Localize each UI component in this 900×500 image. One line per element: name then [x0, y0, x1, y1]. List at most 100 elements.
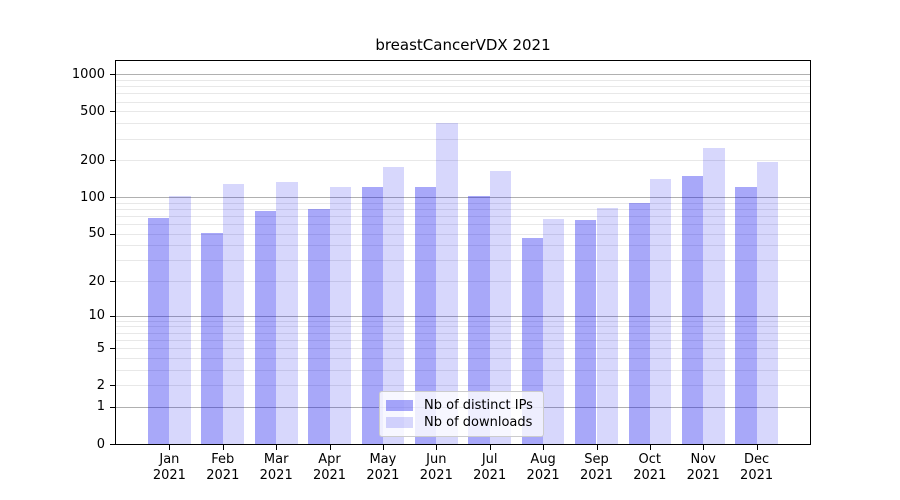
gridline-minor-500 [116, 111, 810, 113]
x-tick-month-jan: Jan [159, 452, 180, 467]
gridline-minor-200 [116, 160, 810, 162]
x-tick-label-mar: Mar 2021 [236, 452, 316, 484]
y-tick-label-0: 0 [96, 436, 105, 452]
bar-nb-of-downloads-apr [329, 187, 351, 444]
y-tick-10 [110, 315, 115, 317]
gridline-minor-5 [116, 348, 810, 350]
bar-nb-of-distinct-ips-oct [628, 202, 650, 444]
bar-nb-of-downloads-nov [703, 147, 725, 444]
gridline-minor-400 [116, 123, 810, 125]
x-tick-mar [276, 445, 278, 450]
gridline-minor-8 [116, 326, 810, 328]
legend-label-downloads: Nb of downloads [424, 415, 533, 430]
legend-item-distinct-ips: Nb of distinct IPs [386, 397, 535, 414]
bar-nb-of-downloads-jun [436, 123, 458, 444]
bar-nb-of-distinct-ips-nov [681, 175, 704, 444]
bar-nb-of-distinct-ips-jun [415, 187, 437, 444]
x-tick-year-sep: 2021 [579, 468, 614, 483]
bar-nb-of-downloads-jul [489, 170, 512, 444]
y-tick-label-2: 2 [96, 377, 105, 393]
x-tick-month-feb: Feb [211, 452, 235, 467]
gridline-minor-900 [116, 80, 810, 81]
gridline-minor-4 [116, 357, 810, 359]
gridline-major-10 [116, 315, 810, 317]
y-tick-0 [110, 444, 115, 445]
gridline-minor-20 [116, 281, 810, 283]
gridline-minor-50 [116, 233, 810, 235]
x-tick-year-feb: 2021 [206, 468, 240, 483]
gridline-minor-6 [116, 339, 810, 341]
x-tick-label-dec: Dec 2021 [717, 452, 797, 484]
legend-swatch-distinct-ips [386, 400, 413, 411]
gridline-minor-600 [116, 101, 810, 103]
gridline-minor-40 [116, 245, 810, 247]
gridline-minor-7 [116, 332, 810, 334]
x-tick-label-jan: Jan 2021 [129, 452, 209, 484]
x-tick-month-sep: Sep [584, 452, 609, 467]
x-tick-month-nov: Nov [690, 452, 716, 467]
gridline-minor-700 [116, 93, 810, 95]
bar-nb-of-downloads-aug [543, 219, 565, 444]
y-tick-200 [110, 160, 115, 162]
legend-item-downloads: Nb of downloads [386, 414, 535, 431]
bar-nb-of-distinct-ips-jan [148, 217, 170, 444]
x-tick-dec [756, 445, 758, 450]
gridline-minor-2 [116, 385, 810, 387]
x-tick-feb [222, 445, 224, 450]
x-tick-month-jul: Jul [481, 452, 498, 467]
x-tick-jun [436, 445, 438, 450]
gridline-minor-90 [116, 202, 810, 204]
bar-nb-of-downloads-dec [756, 161, 778, 444]
bar-nb-of-distinct-ips-may [361, 187, 383, 444]
x-tick-label-aug: Aug 2021 [503, 452, 583, 484]
y-tick-label-5: 5 [96, 340, 105, 356]
gridline-minor-800 [116, 86, 810, 88]
x-tick-jul [489, 445, 491, 450]
bar-nb-of-downloads-may [382, 167, 405, 444]
plot-area [115, 60, 811, 445]
x-tick-year-oct: 2021 [633, 468, 667, 483]
x-tick-year-jun: 2021 [419, 468, 453, 483]
bar-nb-of-downloads-mar [276, 182, 298, 444]
y-tick-50 [110, 233, 115, 235]
x-tick-year-may: 2021 [366, 468, 400, 483]
bar-nb-of-distinct-ips-feb [201, 232, 223, 444]
gridline-minor-9 [116, 320, 810, 322]
x-tick-month-mar: Mar [263, 452, 289, 467]
y-tick-label-10: 10 [88, 308, 105, 324]
x-tick-year-jan: 2021 [152, 468, 186, 483]
x-tick-year-aug: 2021 [526, 468, 560, 483]
x-tick-year-jul: 2021 [473, 468, 507, 483]
x-tick-jan [169, 445, 171, 450]
gridline-minor-300 [116, 138, 810, 140]
x-tick-month-jun: Jun [426, 452, 447, 467]
x-tick-year-nov: 2021 [686, 468, 720, 483]
y-tick-label-50: 50 [88, 226, 105, 242]
x-tick-apr [329, 445, 331, 450]
gridline-minor-60 [116, 224, 810, 226]
y-tick-5 [110, 348, 115, 350]
bar-nb-of-distinct-ips-dec [735, 187, 757, 444]
legend-swatch-downloads [386, 417, 413, 428]
x-tick-year-dec: 2021 [740, 468, 774, 483]
bar-nb-of-distinct-ips-jul [468, 195, 490, 444]
y-tick-100 [110, 197, 115, 199]
y-tick-label-100: 100 [80, 189, 105, 205]
legend-label-distinct-ips: Nb of distinct IPs [424, 398, 533, 413]
chart-title: breastCancerVDX 2021 [375, 36, 551, 54]
y-tick-label-500: 500 [80, 103, 105, 119]
x-tick-sep [596, 445, 598, 450]
y-tick-1 [110, 406, 115, 408]
y-tick-label-1000: 1000 [71, 66, 105, 82]
y-tick-20 [110, 281, 115, 283]
gridline-major-100 [116, 197, 810, 199]
y-tick-1000 [110, 74, 115, 76]
bar-nb-of-distinct-ips-apr [308, 208, 330, 444]
y-tick-500 [110, 111, 115, 113]
gridline-minor-30 [116, 260, 810, 262]
x-tick-label-may: May 2021 [343, 452, 423, 484]
legend: Nb of distinct IPs Nb of downloads [379, 391, 544, 437]
bar-nb-of-downloads-feb [222, 183, 245, 444]
x-tick-year-mar: 2021 [259, 468, 293, 483]
